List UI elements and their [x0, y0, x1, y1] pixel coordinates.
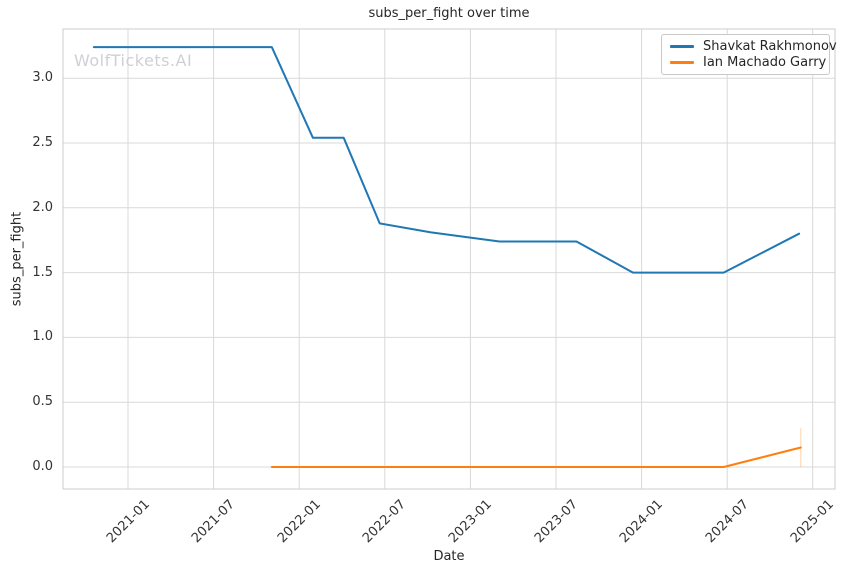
chart-title: subs_per_fight over time — [368, 6, 530, 21]
legend: Shavkat Rakhmonov Ian Machado Garry — [661, 34, 837, 75]
legend-item-ian-machado-garry: Ian Machado Garry — [670, 55, 826, 70]
y-tick-label: 2.0 — [32, 199, 53, 215]
legend-item-shavkat-rakhmonov: Shavkat Rakhmonov — [670, 39, 837, 54]
x-axis-label: Date — [433, 549, 465, 564]
legend-line-swatch-orange — [670, 61, 694, 64]
plot-border — [62, 28, 836, 490]
y-axis-label: subs_per_fight — [9, 211, 25, 307]
legend-label: Shavkat Rakhmonov — [703, 39, 837, 54]
y-tick-label: 1.5 — [32, 264, 53, 280]
legend-line-swatch-blue — [670, 45, 694, 48]
y-tick-label: 0.5 — [32, 394, 53, 410]
legend-label: Ian Machado Garry — [703, 55, 827, 70]
y-tick-label: 2.5 — [32, 135, 53, 150]
y-tick-label: 1.0 — [32, 329, 53, 345]
watermark: WolfTickets.AI — [74, 51, 193, 70]
series-line-shavkat-rakhmonov — [92, 46, 801, 274]
y-tick-label: 3.0 — [32, 70, 53, 86]
y-tick-label: 0.0 — [32, 459, 53, 474]
grid-vertical — [127, 29, 814, 489]
series-line-ian-machado-garry — [270, 446, 802, 468]
